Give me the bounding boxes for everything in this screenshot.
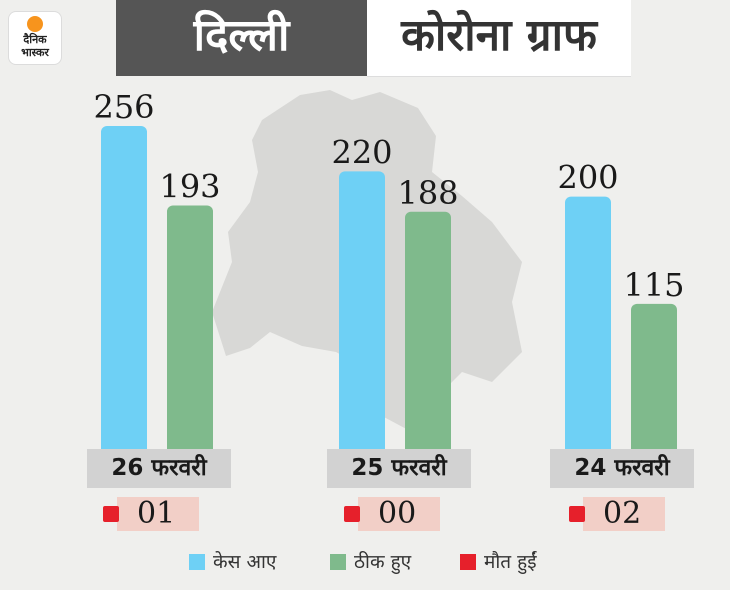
page-subtitle: कोरोना ग्राफ [401,10,597,61]
legend-label: मौत हुईं [484,551,537,573]
logo-text-line1: दैनिक [23,33,47,46]
title-banner: दिल्ली [116,0,367,76]
bar-cases [339,171,385,455]
death-value: 00 [378,496,417,531]
bar-recovered [631,303,677,455]
data-label-recovered: 188 [397,174,458,212]
death-count: 00 [344,496,440,531]
data-label-cases: 256 [93,88,154,126]
death-value: 02 [603,496,642,531]
data-label-cases: 200 [557,159,618,197]
legend-label: केस आए [213,551,277,573]
data-label-cases: 220 [331,133,392,171]
legend-swatch [330,554,346,570]
death-count: 01 [103,496,199,531]
bar-cases [101,126,147,455]
date-label: 25 फरवरी [327,449,471,488]
death-marker-icon [569,506,585,522]
data-label-recovered: 115 [623,266,684,304]
legend-label: ठीक हुए [354,551,412,573]
subtitle-banner: कोरोना ग्राफ [367,0,631,76]
date-label: 24 फरवरी [550,449,694,488]
death-marker-icon [344,506,360,522]
data-label-recovered: 193 [159,167,220,205]
date-label: 26 फरवरी [87,449,231,488]
bar-recovered [405,211,451,455]
death-value: 01 [137,496,176,531]
death-marker-icon [103,506,119,522]
death-count: 02 [569,496,665,531]
bar-cases [565,196,611,455]
legend-swatch [189,554,205,570]
legend-swatch [460,554,476,570]
page-title: दिल्ली [193,10,290,61]
dainik-bhaskar-logo: दैनिक भास्कर [9,12,61,64]
logo-sun-icon [27,16,43,32]
logo-text-line2: भास्कर [21,46,49,59]
bar-recovered [167,205,213,455]
